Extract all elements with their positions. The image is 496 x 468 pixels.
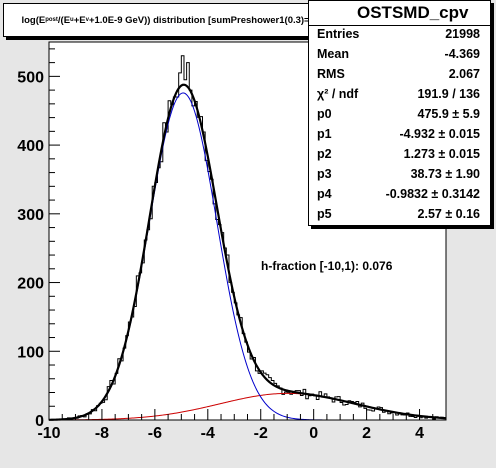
stats-key: RMS bbox=[317, 67, 345, 81]
stats-key: p1 bbox=[317, 127, 332, 141]
stats-box: OSTSMD_cpv Entries 21998 Mean -4.369 RMS 2.06… bbox=[308, 0, 491, 226]
stats-value: 21998 bbox=[445, 27, 480, 41]
x-tick-label: -4 bbox=[201, 425, 215, 442]
h-fraction-annotation: h-fraction [-10,1): 0.076 bbox=[261, 259, 393, 273]
x-tick-label: 2 bbox=[362, 425, 371, 442]
x-tick-label: 0 bbox=[309, 425, 318, 442]
stats-key: p4 bbox=[317, 187, 332, 201]
title-sub-post: post bbox=[45, 17, 58, 23]
stats-row: p4 -0.9832 ± 0.3142 bbox=[309, 185, 490, 205]
stats-key: Mean bbox=[317, 47, 349, 61]
stats-key: Entries bbox=[317, 27, 360, 41]
stats-row: p2 1.273 ± 0.015 bbox=[309, 145, 490, 165]
stats-row: p3 38.73 ± 1.90 bbox=[309, 165, 490, 185]
stats-value: -4.369 bbox=[444, 47, 480, 61]
y-tick-label: 100 bbox=[17, 344, 44, 361]
stats-row: Mean -4.369 bbox=[309, 45, 490, 65]
stats-key: p2 bbox=[317, 147, 332, 161]
histogram-title: log(E post/(E u +E v +1.0E-9 GeV)) distributi… bbox=[3, 3, 350, 37]
x-tick-label: -2 bbox=[254, 425, 268, 442]
title-tail: +1.0E-9 GeV)) distribution [sumPreshower… bbox=[88, 14, 332, 26]
stats-row: p1 -4.932 ± 0.015 bbox=[309, 125, 490, 145]
y-tick-label: 200 bbox=[17, 276, 44, 293]
stats-row: RMS 2.067 bbox=[309, 65, 490, 85]
y-tick-label: 0 bbox=[35, 413, 44, 430]
x-tick-label: 4 bbox=[415, 425, 424, 442]
stats-row: p5 2.57 ± 0.16 bbox=[309, 205, 490, 225]
x-tick-label: -10 bbox=[37, 425, 60, 442]
stats-value: 475.9 ± 5.9 bbox=[417, 107, 480, 121]
stats-name: OSTSMD_cpv bbox=[309, 1, 490, 26]
total-fit-curve bbox=[48, 83, 447, 421]
title-mid2: +E bbox=[73, 14, 86, 26]
stats-key: p3 bbox=[317, 167, 332, 181]
stats-value: 1.273 ± 0.015 bbox=[403, 147, 480, 161]
stats-key: p0 bbox=[317, 107, 332, 121]
title-mid1: /(E bbox=[57, 14, 71, 26]
y-tick-label: 500 bbox=[17, 69, 44, 86]
stats-key: p5 bbox=[317, 207, 332, 221]
title-sub-u: u bbox=[70, 17, 74, 23]
x-tick-label: -6 bbox=[148, 425, 162, 442]
stats-value: 2.067 bbox=[448, 67, 480, 81]
stats-row: p0 475.9 ± 5.9 bbox=[309, 105, 490, 125]
title-lead: log(E bbox=[21, 14, 46, 26]
stats-value: 2.57 ± 0.16 bbox=[417, 207, 480, 221]
stats-value: -4.932 ± 0.015 bbox=[399, 127, 480, 141]
stats-key: χ² / ndf bbox=[317, 87, 359, 101]
title-sub-v: v bbox=[85, 17, 89, 23]
stats-row: χ² / ndf 191.9 / 136 bbox=[309, 85, 490, 105]
stats-value: -0.9832 ± 0.3142 bbox=[385, 187, 480, 201]
y-tick-label: 400 bbox=[17, 138, 44, 155]
x-tick-label: -8 bbox=[95, 425, 109, 442]
stats-row: Entries 21998 bbox=[309, 25, 490, 45]
stats-value: 191.9 / 136 bbox=[417, 87, 480, 101]
axes-layer: -10 -8 -6 -4 -2 0 2 4 0 100 200 300 400 500 bbox=[17, 42, 447, 442]
y-tick-label: 300 bbox=[17, 207, 44, 224]
stats-value: 38.73 ± 1.90 bbox=[410, 167, 480, 181]
